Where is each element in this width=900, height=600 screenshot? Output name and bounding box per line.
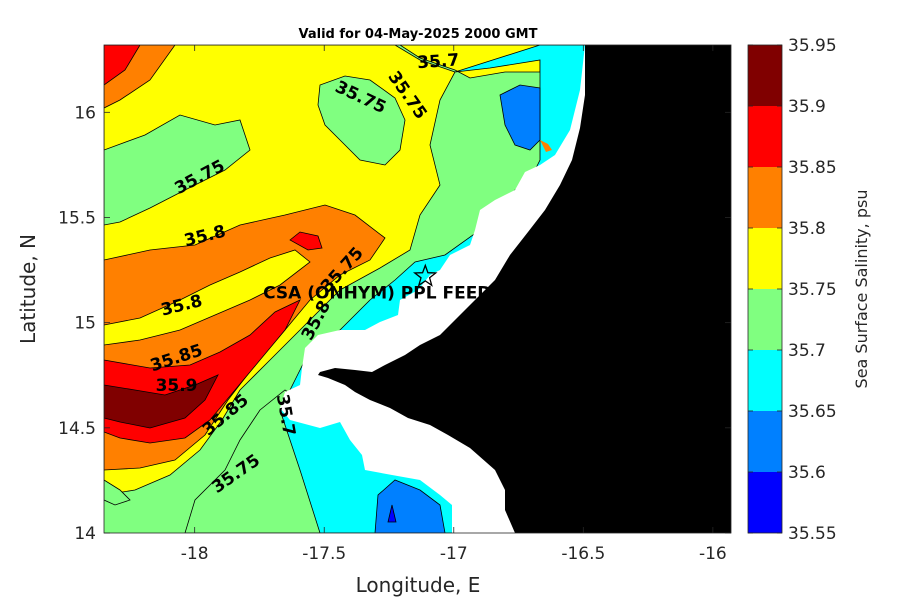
coast-fringe — [540, 140, 552, 152]
salinity-band-35.6-35.65-north — [499, 84, 541, 151]
x-tick-label: -17.5 — [302, 544, 346, 564]
colorbar-segment — [748, 350, 782, 411]
colorbar-tick-label: 35.65 — [788, 402, 837, 422]
x-tick-label: -16.5 — [561, 544, 605, 564]
y-tick-label: 14.5 — [58, 419, 96, 439]
colorbar-tick-label: 35.9 — [788, 97, 826, 117]
x-axis: -18 -17.5 -17 -16.5 -16 — [181, 45, 727, 564]
station-star-icon — [412, 263, 438, 287]
y-tick-label: 14 — [74, 524, 96, 544]
colorbar-segment — [748, 472, 782, 533]
colorbar-tick-label: 35.8 — [788, 219, 826, 239]
salinity-band-35.85-35.9-spot — [289, 231, 323, 251]
colorbar-segment — [748, 45, 782, 106]
y-tick-label: 15.5 — [58, 208, 96, 228]
colorbar-tick-label: 35.7 — [788, 341, 826, 361]
plot-area — [104, 45, 731, 533]
colorbar-tick-label: 35.6 — [788, 463, 826, 483]
salinity-band-35.7-35.75-west — [104, 114, 251, 226]
plot-frame — [103, 44, 732, 534]
salinity-band-nw-red — [104, 45, 141, 86]
contour-label: 35.9 — [156, 376, 198, 396]
colorbar-tick-label: 35.85 — [788, 158, 837, 178]
salinity-band-35.7-35.75-north — [317, 75, 406, 166]
chart-title: Valid for 04-May-2025 2000 GMT — [299, 27, 538, 42]
y-axis-label: Latitude, N — [16, 234, 40, 344]
salinity-band-35.55-35.6-south — [387, 504, 397, 523]
colorbar-segment — [748, 167, 782, 228]
station-label: CSA (ONHYM) PPL FEED — [263, 283, 491, 303]
y-tick-label: 15 — [74, 314, 96, 334]
colorbar: 35.55 35.6 35.65 35.7 35.75 35.8 35.85 35.9 35.9… — [747, 36, 837, 544]
y-axis: 14 14.5 15 15.5 16 — [58, 103, 731, 544]
colorbar-segment — [748, 411, 782, 472]
colorbar-tick-label: 35.55 — [788, 524, 837, 544]
station-marker: CSA (ONHYM) PPL FEED — [263, 263, 491, 303]
colorbar-segment — [748, 106, 782, 167]
colorbar-segment — [748, 289, 782, 350]
salinity-band-35.75-35.8-inner — [104, 249, 311, 346]
colorbar-tick-label: 35.95 — [788, 36, 837, 56]
salinity-band-35.7-35.75-sw — [104, 479, 131, 506]
colorbar-segment — [748, 228, 782, 289]
colorbar-tick-label: 35.75 — [788, 280, 837, 300]
x-tick-label: -16 — [699, 544, 727, 564]
x-axis-label: Longitude, E — [356, 573, 481, 597]
salinity-band-35.9-35.95 — [104, 374, 219, 429]
colorbar-label: Sea Surface Salinity, psu — [852, 190, 871, 389]
contour-label: 35.7 — [417, 50, 460, 73]
land-mass — [318, 45, 731, 533]
x-tick-label: -18 — [181, 544, 209, 564]
x-tick-label: -17 — [440, 544, 468, 564]
y-tick-label: 16 — [74, 103, 96, 123]
